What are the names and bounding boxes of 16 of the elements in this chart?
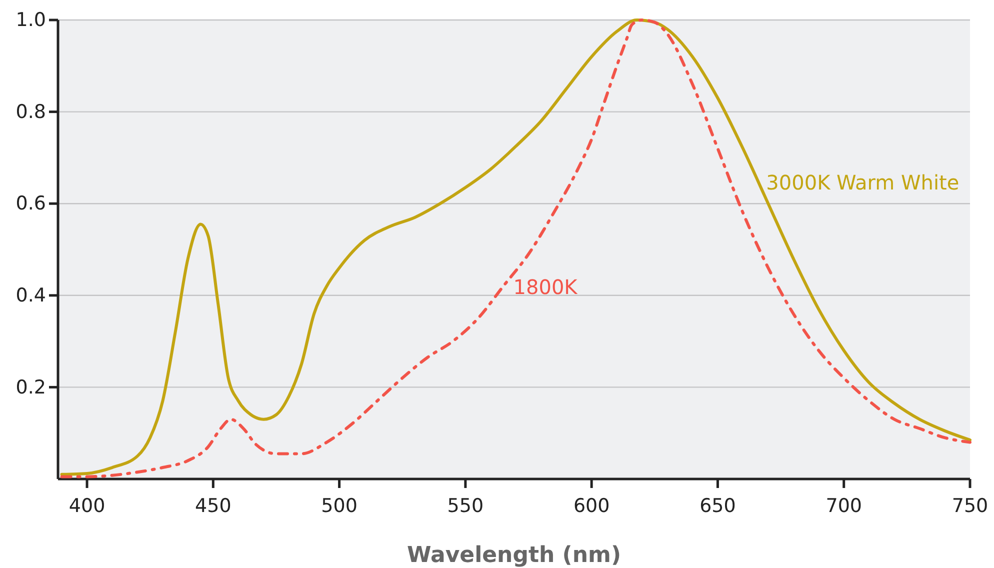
x-tick-label: 450 (195, 494, 232, 517)
x-tick-label: 550 (447, 494, 484, 517)
x-tick-label: 650 (700, 494, 736, 517)
x-tick-label: 400 (68, 494, 106, 517)
y-tick-label: 0.6 (16, 192, 46, 215)
series-label: 3000K Warm White (766, 170, 960, 195)
y-tick-label: 0.2 (16, 376, 46, 398)
x-tick-label: 700 (826, 494, 862, 517)
x-tick-label: 750 (952, 494, 988, 517)
series-label: 1800K (513, 275, 578, 300)
y-tick-label: 0.8 (16, 100, 46, 123)
x-axis-title: Wavelength (nm) (407, 543, 621, 568)
y-tick-label: 1.0 (16, 9, 46, 32)
y-tick-label: 0.4 (16, 284, 46, 306)
x-tick-label: 500 (321, 494, 358, 517)
x-tick-label: 600 (573, 494, 610, 517)
